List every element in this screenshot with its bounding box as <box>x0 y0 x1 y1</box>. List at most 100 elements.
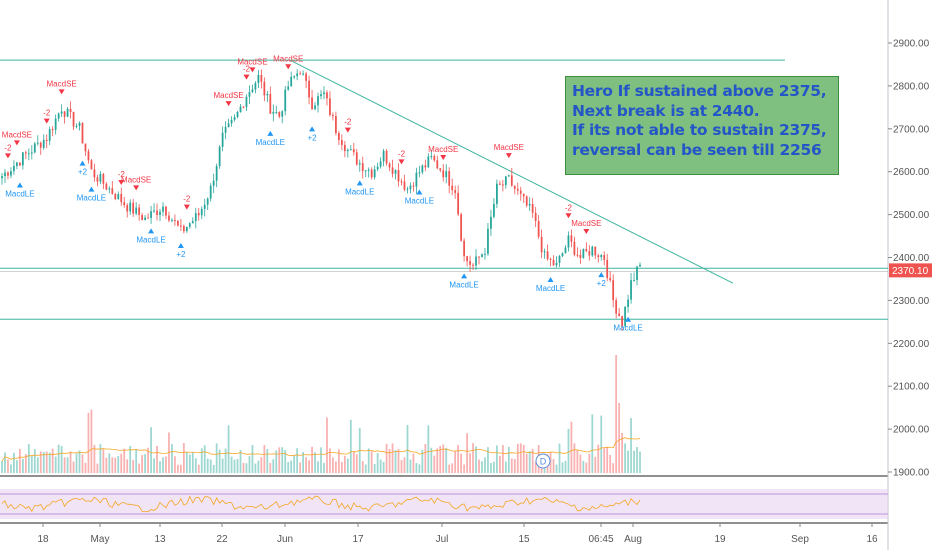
candle-body <box>69 108 72 113</box>
volume-bar <box>558 443 561 473</box>
candle-body <box>126 205 129 212</box>
volume-bar <box>525 453 528 473</box>
candle-body <box>218 146 221 167</box>
volume-bar <box>516 443 519 473</box>
price-axis[interactable]: 2900.00 2800.00 2700.00 2600.00 2500.00 2400.… <box>888 39 930 479</box>
candle-body <box>45 139 48 141</box>
candle-body <box>445 171 448 178</box>
sell-arrow-icon <box>285 64 292 70</box>
volume-bar <box>406 424 409 473</box>
candle-body <box>484 253 486 255</box>
volume-bar <box>591 414 594 473</box>
candle-body <box>451 185 454 191</box>
candle-body <box>102 174 105 184</box>
volume-bar <box>600 415 603 473</box>
candle-body <box>114 193 117 200</box>
signal-label: -2 <box>183 195 191 204</box>
candle-body <box>352 149 355 153</box>
buy-arrow-icon <box>356 180 363 186</box>
strategy-signals: -2MacdSEMacdLE-2MacdSE+2MacdLE-2MacdSEMa… <box>2 54 643 332</box>
volume-bar <box>245 463 248 473</box>
volume-bar <box>397 449 400 473</box>
volume-bar <box>75 453 78 473</box>
volume-bar <box>308 460 310 473</box>
candle-body <box>174 220 176 222</box>
candles <box>1 69 641 331</box>
candle-body <box>433 156 436 161</box>
candle-body <box>224 127 227 133</box>
candle-body <box>13 165 15 172</box>
candle-body <box>364 170 367 172</box>
signal-label: -2 <box>43 109 51 118</box>
candle-body <box>630 280 632 300</box>
volume-bar <box>498 455 501 473</box>
volume-bar <box>329 448 331 473</box>
candle-body <box>215 166 218 181</box>
candle-body <box>42 139 45 148</box>
volume-bar <box>66 457 69 473</box>
volume-bar <box>251 444 254 473</box>
volume-bar <box>627 450 629 473</box>
candle-body <box>194 213 197 222</box>
y-tick-label: 2800.00 <box>893 81 930 92</box>
volume-bar <box>284 450 287 473</box>
volume-bar <box>13 452 15 473</box>
candle-body <box>406 189 409 191</box>
candle-body <box>600 254 603 258</box>
volume-bar <box>573 443 576 473</box>
candle-body <box>496 183 498 204</box>
signal-label: -2 <box>344 118 352 127</box>
volume-bar <box>639 451 641 473</box>
volume-bar <box>27 444 30 473</box>
x-tick-label: Jul <box>436 534 449 545</box>
candle-body <box>549 258 552 260</box>
candle-body <box>269 93 272 114</box>
volume-bar <box>174 456 176 473</box>
candle-body <box>534 212 537 222</box>
candle-body <box>448 171 451 186</box>
volume-bar <box>439 445 442 473</box>
volume-bar <box>412 453 415 473</box>
volume-bar <box>433 455 436 473</box>
volume-bar <box>513 458 516 473</box>
volume-bar <box>624 443 626 473</box>
candle-body <box>293 76 296 78</box>
volume-bar <box>481 461 483 473</box>
candle-body <box>57 113 60 119</box>
volume-bar <box>352 451 355 473</box>
volume-bar <box>153 458 155 473</box>
candle-body <box>340 140 343 145</box>
buy-arrow-icon <box>177 243 184 249</box>
candle-body <box>400 181 403 183</box>
annotation-box: Hero If sustained above 2375, Next break… <box>565 76 839 175</box>
candle-body <box>185 226 188 232</box>
volume-bar <box>552 459 555 473</box>
candle-body <box>335 115 337 134</box>
volume-bar <box>233 459 236 473</box>
y-tick-label: 2100.00 <box>893 382 930 393</box>
volume-bar <box>507 446 510 473</box>
dividend-event-icon[interactable] <box>535 453 551 469</box>
time-axis[interactable]: 18 May 13 22 Jun 17 Jul 15 06:45 Aug 19 Sep 16 <box>37 523 878 545</box>
buy-arrow-icon <box>625 316 632 322</box>
candle-body <box>639 264 641 267</box>
candle-body <box>317 96 319 106</box>
candle-body <box>361 163 364 172</box>
candle-body <box>436 160 439 169</box>
sell-arrow-icon <box>398 159 405 165</box>
candle-body <box>275 111 278 113</box>
buy-arrow-icon <box>88 186 95 192</box>
candle-body <box>498 183 501 185</box>
candle-body <box>153 210 155 212</box>
candle-body <box>209 185 212 199</box>
signal-label: MacdSE <box>273 54 303 63</box>
volume-bar <box>102 449 105 473</box>
candle-body <box>239 106 242 112</box>
y-tick-label: 2600.00 <box>893 167 930 178</box>
candle-body <box>111 188 114 194</box>
volume-bar <box>96 463 99 473</box>
candle-body <box>504 176 507 186</box>
candle-body <box>10 171 12 176</box>
candle-body <box>314 105 316 110</box>
candle-body <box>4 172 6 177</box>
